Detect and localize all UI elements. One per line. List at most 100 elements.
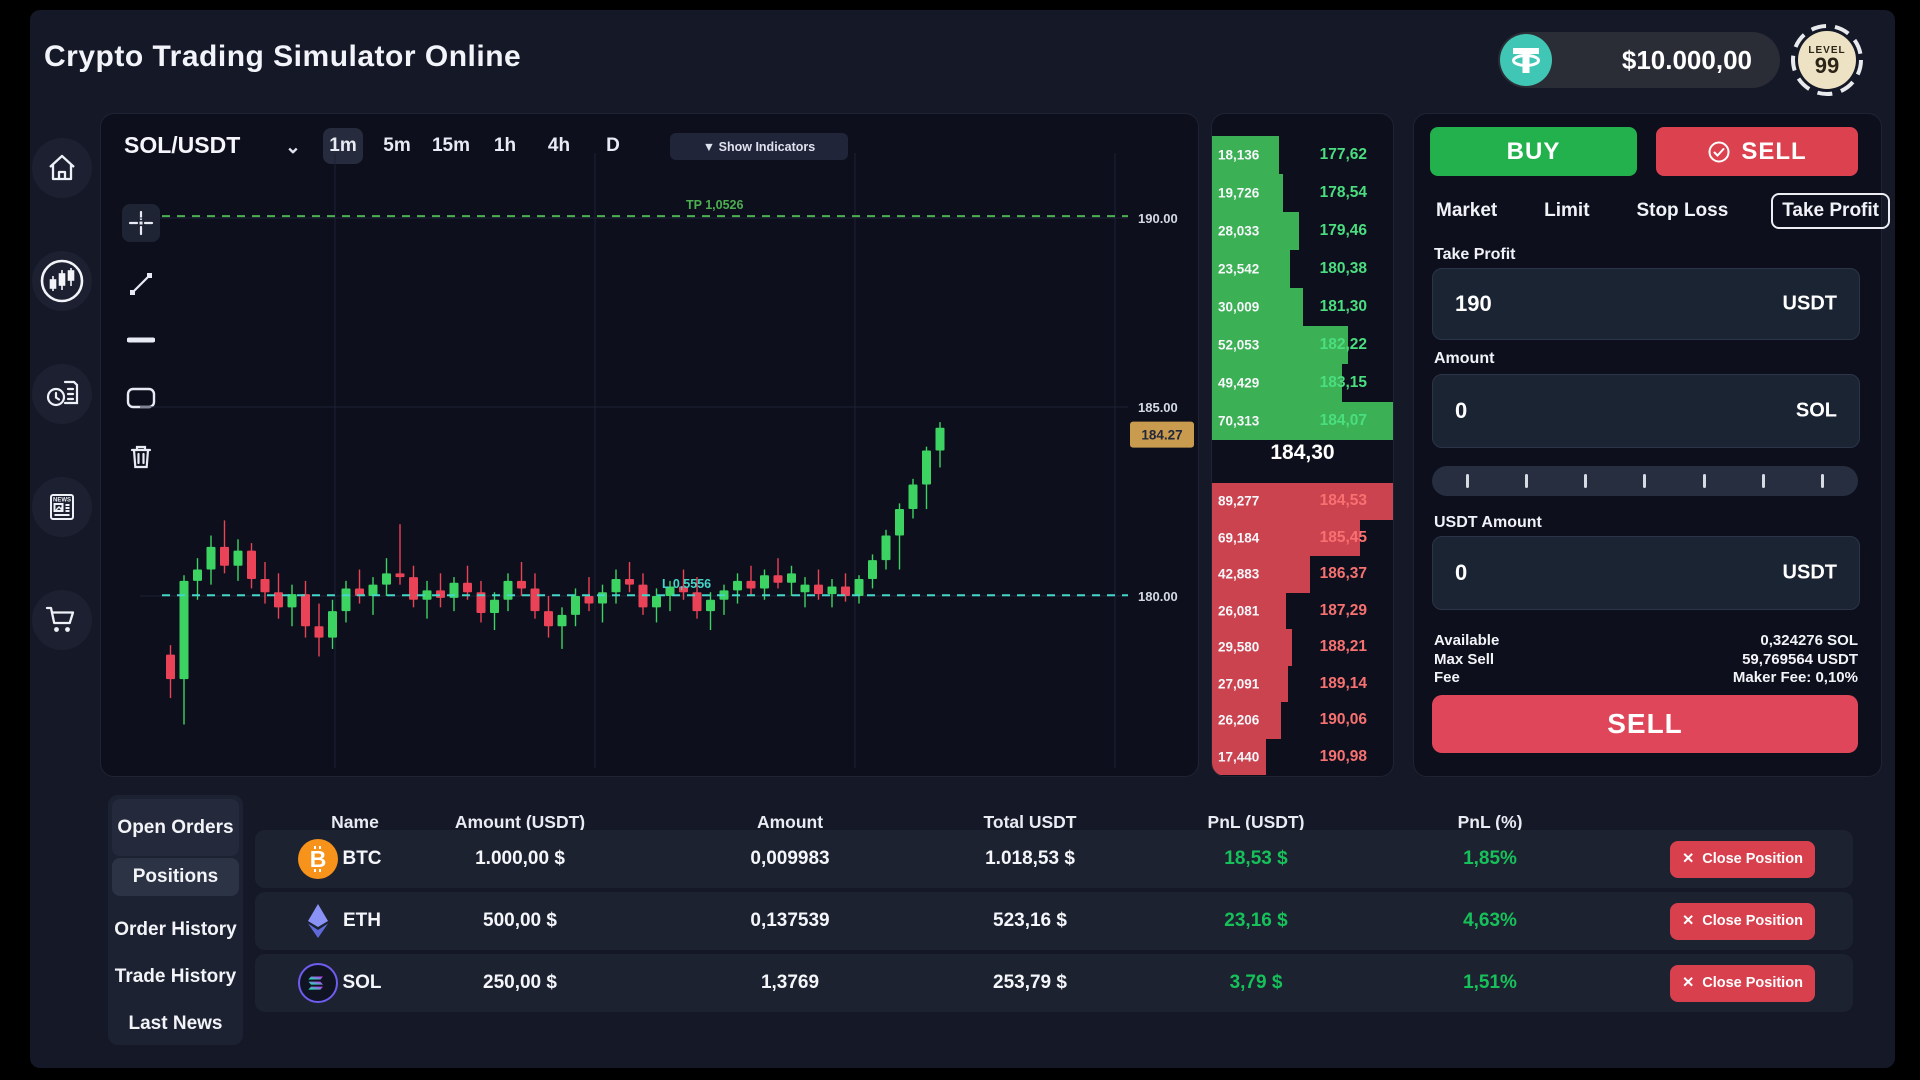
- order-price: 181,30: [1319, 298, 1367, 315]
- order-book-row[interactable]: 52,053 182,22: [1212, 326, 1393, 364]
- amount-cell: 0,009983: [750, 848, 830, 869]
- order-book-row[interactable]: 28,033 179,46: [1212, 212, 1393, 250]
- info-row: Available 0,324276 SOL: [1434, 632, 1858, 651]
- order-book-row[interactable]: 27,091 189,14: [1212, 665, 1393, 702]
- order-size: 30,009: [1218, 299, 1260, 315]
- pnl-pct-cell: 4,63%: [1463, 910, 1517, 931]
- balance-amount: $10.000,00: [1621, 45, 1752, 75]
- timeframe-5m[interactable]: 5m: [383, 135, 411, 156]
- pnl-usdt-cell: 3,79 $: [1229, 972, 1283, 993]
- depth-bar: [1212, 665, 1289, 702]
- level-value: 99: [1814, 52, 1840, 78]
- level-ring: [1791, 24, 1863, 96]
- timeframe-4h[interactable]: 4h: [547, 135, 571, 156]
- table-row-eth: ETH 500,00 $ 0,137539 523,16 $ 23,16 $ 4,63% ✕…: [255, 892, 1853, 950]
- close-position-button[interactable]: ✕ Close Position: [1670, 964, 1815, 1002]
- horizontal-line-tool-button[interactable]: [126, 325, 156, 355]
- order-history-icon: [45, 377, 79, 411]
- level-badge: LEVEL 99: [1789, 22, 1865, 98]
- sidebar-item-home[interactable]: [32, 138, 92, 198]
- price-axis-label: 190.00: [1138, 211, 1178, 226]
- slider-tick: [1525, 474, 1529, 488]
- order-price: 188,21: [1319, 638, 1367, 656]
- delete-drawings-button[interactable]: [126, 442, 156, 472]
- order-price: 183,15: [1319, 374, 1367, 391]
- buy-tab-button[interactable]: BUY: [1430, 127, 1637, 176]
- sidebar-item-order-history[interactable]: [32, 364, 92, 424]
- close-position-button[interactable]: ✕ Close Position: [1670, 840, 1815, 878]
- order-type-limit[interactable]: Limit: [1544, 200, 1590, 221]
- order-type-take-profit[interactable]: Take Profit: [1771, 193, 1890, 229]
- pair-selector[interactable]: SOL/USDT: [124, 132, 241, 158]
- depth-bar: [1212, 136, 1279, 174]
- amount-input[interactable]: 0 SOL: [1432, 374, 1860, 448]
- order-price: 190,06: [1319, 711, 1367, 729]
- order-book-row[interactable]: 70,313 184,07: [1212, 402, 1393, 440]
- info-value: 59,769564 USDT: [1742, 650, 1858, 668]
- tab-last-news[interactable]: Last News: [128, 1013, 223, 1034]
- order-book-row[interactable]: 26,081 187,29: [1212, 592, 1393, 629]
- amount-slider[interactable]: [1432, 466, 1858, 496]
- depth-bar: [1212, 556, 1310, 593]
- order-book-row[interactable]: 23,542 180,38: [1212, 250, 1393, 288]
- take-profit-label: Take Profit: [1434, 246, 1516, 263]
- depth-bar: [1212, 483, 1393, 520]
- take-profit-input[interactable]: 190 USDT: [1432, 268, 1860, 340]
- order-size: 26,081: [1218, 603, 1260, 619]
- order-price: 178,54: [1319, 184, 1367, 201]
- sidebar-item-news[interactable]: NEWS: [32, 477, 92, 537]
- candlestick-chart[interactable]: 190.00 185.00 180.00 TP 1,0526 L 0,5556 184.2…: [100, 113, 1197, 775]
- amount-usdt-cell: 500,00 $: [483, 910, 557, 931]
- order-book-row[interactable]: 17,440 190,98: [1212, 738, 1393, 775]
- sidebar-item-cart[interactable]: [32, 590, 92, 650]
- slider-tick: [1584, 474, 1588, 488]
- order-book-mid-price: 184,30: [1270, 441, 1335, 464]
- sidebar-item-candlestick-chart[interactable]: [32, 251, 92, 311]
- order-book-row[interactable]: 26,206 190,06: [1212, 702, 1393, 739]
- timeframe-15m[interactable]: 15m: [431, 135, 471, 156]
- order-book-row[interactable]: 49,429 183,15: [1212, 364, 1393, 402]
- eth-icon: [298, 901, 338, 941]
- order-book-row[interactable]: 19,726 178,54: [1212, 174, 1393, 212]
- order-book-row[interactable]: 69,184 185,45: [1212, 519, 1393, 556]
- price-axis-label: 180.00: [1138, 589, 1178, 604]
- tab-open-orders[interactable]: Open Orders: [112, 799, 239, 856]
- order-book-row[interactable]: 42,883 186,37: [1212, 556, 1393, 593]
- svg-text:NEWS: NEWS: [53, 498, 71, 504]
- column-header: PnL (%): [1457, 812, 1523, 832]
- show-indicators-button[interactable]: ▼ Show Indicators: [670, 133, 848, 160]
- sell-tab-button[interactable]: SELL: [1656, 127, 1858, 176]
- order-price: 187,29: [1319, 601, 1367, 619]
- sell-submit-button[interactable]: SELL: [1432, 695, 1858, 753]
- depth-bar: [1212, 402, 1393, 440]
- depth-bar: [1212, 738, 1267, 775]
- info-label: Fee: [1434, 669, 1460, 686]
- order-type-market[interactable]: Market: [1436, 200, 1498, 221]
- info-row: Max Sell 59,769564 USDT: [1434, 651, 1858, 670]
- timeframe-1m[interactable]: 1m: [323, 128, 363, 164]
- depth-bar: [1212, 212, 1299, 250]
- close-position-button[interactable]: ✕ Close Position: [1670, 902, 1815, 940]
- tab-order-history[interactable]: Order History: [114, 919, 237, 940]
- current-price-tag: 184.27: [1141, 428, 1182, 443]
- timeframe-D[interactable]: D: [606, 135, 620, 156]
- tab-trade-history[interactable]: Trade History: [114, 966, 237, 987]
- usdt-amount-input[interactable]: 0 USDT: [1432, 536, 1860, 610]
- depth-bar: [1212, 702, 1281, 739]
- tab-positions[interactable]: Positions: [112, 858, 239, 896]
- chevron-down-icon[interactable]: ⌄: [285, 137, 301, 158]
- info-value: Maker Fee: 0,10%: [1732, 669, 1858, 686]
- order-book-row[interactable]: 29,580 188,21: [1212, 629, 1393, 666]
- sell-tab-label: SELL: [1741, 137, 1807, 165]
- close-position-label: Close Position: [1702, 851, 1803, 867]
- order-price: 180,38: [1319, 260, 1367, 277]
- total-usdt-cell: 1.018,53 $: [985, 848, 1075, 869]
- timeframe-1h[interactable]: 1h: [493, 135, 517, 156]
- trendline-tool-button[interactable]: [126, 269, 156, 299]
- crosshair-tool-button[interactable]: [122, 204, 160, 242]
- order-book-row[interactable]: 89,277 184,53: [1212, 483, 1393, 520]
- order-book-row[interactable]: 18,136 177,62: [1212, 136, 1393, 174]
- order-book-row[interactable]: 30,009 181,30: [1212, 288, 1393, 326]
- order-type-stop-loss[interactable]: Stop Loss: [1636, 200, 1729, 221]
